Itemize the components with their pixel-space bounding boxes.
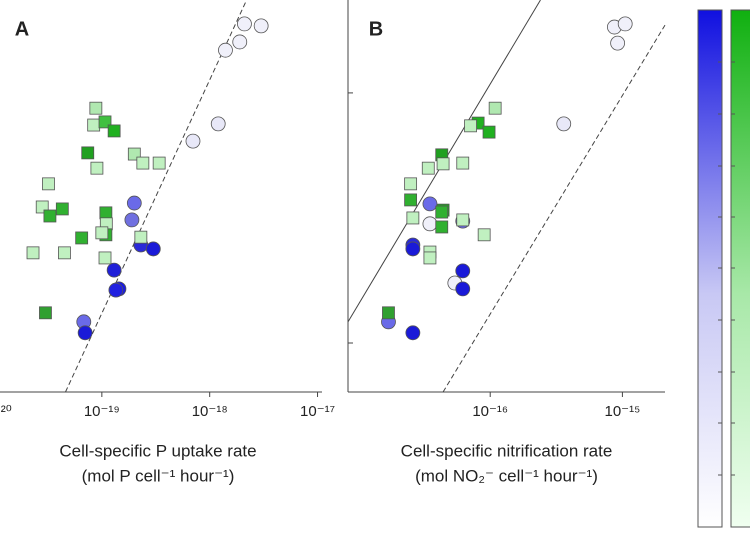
square-point [89, 101, 103, 115]
square-point [464, 119, 477, 133]
reference-line [442, 24, 666, 393]
x-tick-label: 10⁻¹⁶ [472, 403, 508, 420]
square-point [75, 231, 89, 245]
circle-point [185, 133, 201, 149]
square-point [456, 213, 470, 227]
circle-point [237, 16, 252, 32]
reference-line [65, 0, 248, 393]
circle-point [108, 282, 124, 298]
square-point [456, 156, 470, 170]
square-point [95, 226, 109, 240]
square-point [43, 209, 57, 223]
square-point [39, 306, 52, 320]
x-tick-label: 10⁻¹⁹ [84, 403, 120, 420]
panel-label: B [369, 18, 383, 40]
square-point [81, 146, 95, 160]
circle-point [455, 281, 471, 297]
x-axis-units: (mol P cell⁻¹ hour⁻¹) [82, 466, 235, 485]
circle-point [126, 195, 142, 211]
circle-point [422, 216, 438, 232]
square-point [435, 220, 449, 234]
circle-point [232, 34, 248, 50]
square-point [436, 157, 450, 171]
square-point [421, 161, 435, 175]
x-axis-title: Cell-specific P uptake rate [59, 441, 256, 460]
circle-point [145, 241, 161, 257]
x-tick-label: 10⁻¹⁸ [192, 403, 228, 420]
square-point [107, 124, 121, 138]
colorbar-ticks [718, 61, 735, 476]
x-tick-label: 10⁻²⁰ [0, 403, 12, 420]
circle-point [422, 196, 438, 212]
circle-point [610, 35, 626, 51]
square-point [477, 228, 491, 242]
circle-point [106, 262, 122, 278]
square-point [98, 251, 112, 265]
circle-point [218, 42, 233, 58]
square-point [90, 161, 104, 175]
square-point [42, 177, 55, 191]
square-point [58, 246, 71, 260]
square-point [482, 125, 496, 139]
circle-point [405, 325, 421, 341]
circle-point [617, 16, 633, 32]
square-point [99, 206, 113, 220]
square-point [134, 230, 148, 244]
square-point [152, 156, 166, 170]
circle-point [77, 325, 93, 341]
circle-point [124, 212, 140, 228]
panel-label: A [15, 18, 29, 40]
square-point [87, 118, 101, 132]
x-tick-label: 10⁻¹⁷ [300, 403, 335, 420]
x-axis-units: (mol NO₂⁻ cell⁻¹ hour⁻¹) [415, 466, 598, 485]
square-point [423, 251, 437, 265]
circle-point [253, 18, 269, 34]
square-point [435, 205, 449, 219]
square-point [406, 211, 420, 225]
square-point [488, 101, 502, 115]
x-axis-title: Cell-specific nitrification rate [401, 441, 613, 460]
circle-point [455, 263, 471, 279]
x-tick-label: 10⁻¹⁵ [604, 403, 640, 420]
circle-point [556, 116, 572, 132]
circle-point [405, 241, 421, 257]
square-point [55, 202, 69, 216]
circle-point [210, 116, 226, 132]
colorbars [697, 9, 750, 528]
square-point [404, 177, 418, 191]
square-point [382, 306, 395, 320]
square-point [26, 246, 40, 260]
square-point [404, 193, 418, 207]
square-point [136, 156, 150, 170]
